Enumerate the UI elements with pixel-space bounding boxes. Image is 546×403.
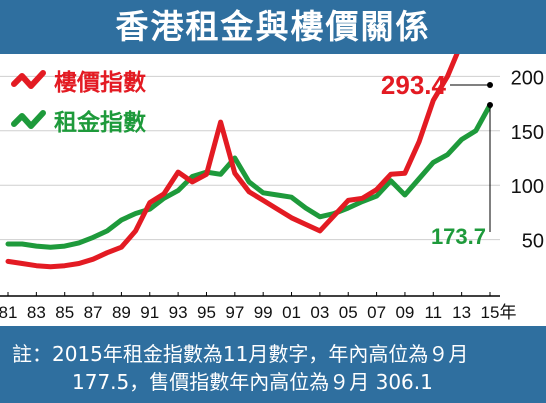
chart-title: 香港租金與樓價關係	[115, 7, 431, 46]
footnote: 註：2015年租金指數為11月數字，年內高位為９月 177.5，售價指數年內高位…	[12, 340, 538, 396]
x-tick-label: 07	[367, 303, 386, 322]
x-tick-label: 87	[84, 303, 103, 322]
line-chart: 81 83 85 87 89 91 93 95 97 99 01 03 05 07 09 11 13 15 年 50…	[0, 54, 544, 323]
price-end-dot	[487, 82, 493, 88]
x-tick-label: 13	[452, 303, 471, 322]
legend-label-1: 租金指數	[54, 109, 146, 136]
series-line-1	[5, 102, 493, 250]
x-tick-label: 85	[55, 303, 74, 322]
y-tick-label: 100	[511, 176, 544, 198]
x-tick-label: 99	[254, 303, 273, 322]
x-tick-label: 81	[0, 303, 17, 322]
x-tick-label: 15	[481, 303, 500, 322]
x-tick-label: 89	[112, 303, 131, 322]
x-tick-label: 09	[395, 303, 414, 322]
x-tick-label: 01	[282, 303, 301, 322]
x-tick-label: 83	[27, 303, 46, 322]
x-tick-label: 11	[424, 303, 442, 322]
y-tick-label: 200	[511, 67, 544, 89]
y-tick-label: 50	[522, 231, 544, 253]
footnote-line-2: 177.5，售價指數年內高位為９月 306.1	[72, 370, 433, 394]
rent-end-label: 173.7	[431, 224, 486, 249]
series-line-0	[5, 54, 460, 270]
footnote-line-1: 註：2015年租金指數為11月數字，年內高位為９月	[12, 342, 469, 366]
rent-end-dot	[487, 102, 493, 109]
price-end-label: 293.4	[381, 70, 447, 100]
y-tick-label: 150	[511, 122, 544, 144]
x-tick-label: 93	[169, 303, 188, 322]
legend-swatch-0	[11, 70, 46, 89]
x-tick-label: 05	[339, 303, 358, 322]
x-axis-unit: 年	[500, 303, 517, 323]
x-tick-label: 97	[225, 303, 244, 322]
x-tick-label: 95	[197, 303, 216, 322]
footnote-bar	[0, 326, 546, 403]
legend-swatch-1	[11, 110, 46, 129]
legend-label-0: 樓價指數	[54, 70, 146, 96]
x-tick-label: 03	[310, 303, 329, 322]
x-tick-label: 91	[140, 303, 159, 322]
title-bar	[0, 0, 546, 54]
